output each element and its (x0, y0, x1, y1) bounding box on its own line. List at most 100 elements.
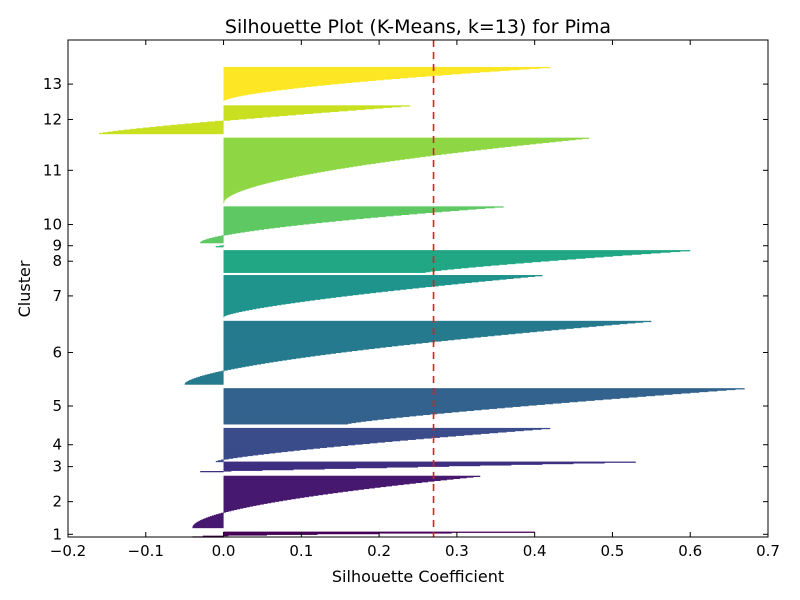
silhouette-bar (223, 275, 543, 277)
silhouette-bar (223, 157, 410, 160)
silhouette-bar (223, 349, 364, 351)
silhouette-bar (223, 81, 361, 83)
cluster-6-silhouette (184, 320, 652, 385)
x-tick-label: 0.1 (289, 542, 313, 560)
silhouette-bar (223, 404, 537, 406)
silhouette-bar (223, 193, 234, 195)
silhouette-bar (136, 128, 224, 130)
silhouette-bar (223, 160, 390, 162)
silhouette-bar (223, 146, 505, 148)
silhouette-bar (223, 436, 440, 438)
silhouette-bar (215, 460, 224, 463)
silhouette-bar (184, 383, 224, 385)
silhouette-bar (223, 283, 452, 286)
x-tick-label: 0.2 (367, 542, 391, 560)
y-tick-label: 7 (52, 287, 62, 305)
silhouette-bar (223, 90, 272, 92)
silhouette-bar (223, 388, 745, 390)
silhouette-bar (223, 77, 409, 79)
silhouette-bar (223, 295, 342, 298)
silhouette-bar (223, 89, 282, 91)
silhouette-bar (223, 301, 296, 304)
silhouette-bar (223, 199, 225, 201)
silhouette-bar (223, 114, 296, 116)
silhouette-bar (223, 218, 357, 220)
silhouette-bar (209, 373, 224, 375)
silhouette-bar (223, 297, 331, 299)
silhouette-bar (223, 497, 301, 499)
silhouette-bar (223, 281, 479, 283)
cluster-13-silhouette (223, 66, 551, 102)
silhouette-bar (223, 339, 448, 341)
silhouette-bar (223, 351, 347, 353)
silhouette-bar (223, 315, 225, 317)
silhouette-bar (223, 267, 462, 269)
silhouette-bar (223, 333, 509, 335)
silhouette-bar (223, 223, 310, 225)
silhouette-bar (223, 166, 350, 168)
silhouette-bar (223, 172, 314, 174)
silhouette-bar (190, 379, 224, 381)
silhouette-bar (207, 516, 224, 519)
silhouette-bar (223, 300, 305, 302)
silhouette-bar (223, 398, 612, 400)
silhouette-bar (223, 347, 375, 350)
silhouette-bar (223, 413, 431, 416)
silhouette-bar (223, 450, 294, 452)
silhouette-bar (223, 200, 225, 202)
silhouette-bar (223, 405, 529, 407)
silhouette-bar (223, 178, 284, 180)
silhouette-bar (223, 330, 545, 332)
silhouette-bar (223, 143, 530, 145)
silhouette-bar (223, 106, 393, 108)
silhouette-bar (193, 524, 224, 527)
silhouette-bar (223, 446, 334, 448)
chart-title: Silhouette Plot (K-Means, k=13) for Pima (225, 16, 611, 38)
silhouette-bar (223, 326, 582, 329)
silhouette-bar (223, 312, 236, 314)
silhouette-bar (223, 138, 583, 140)
silhouette-bar (223, 225, 286, 228)
silhouette-bar (223, 244, 225, 246)
silhouette-bar (223, 361, 274, 363)
silhouette-bar (223, 266, 469, 269)
silhouette-bar (223, 192, 235, 195)
silhouette-bar (223, 463, 543, 465)
silhouette-bar (184, 123, 224, 125)
silhouette-bar (223, 440, 393, 442)
silhouette-bar (223, 110, 339, 112)
silhouette-bar (223, 159, 395, 162)
silhouette-bar (223, 140, 563, 142)
silhouette-bar (212, 372, 224, 374)
silhouette-bar (223, 391, 700, 393)
silhouette-bar (223, 417, 397, 419)
silhouette-bar (223, 182, 269, 184)
silhouette-bar (223, 190, 242, 192)
silhouette-bar (223, 488, 364, 490)
silhouette-bar (223, 151, 464, 153)
silhouette-bar (223, 111, 331, 113)
x-tick-label: 0.6 (678, 542, 702, 560)
cluster-11-silhouette (223, 137, 590, 204)
silhouette-bar (223, 456, 243, 458)
silhouette-bar (223, 367, 239, 369)
silhouette-bar (185, 382, 224, 384)
silhouette-bar (223, 75, 435, 77)
silhouette-bar (201, 240, 224, 242)
silhouette-bar (223, 428, 542, 430)
silhouette-bar (223, 189, 244, 191)
silhouette-bar (156, 126, 224, 128)
silhouette-bar (223, 411, 452, 414)
silhouette-bar (223, 427, 551, 430)
silhouette-bar (223, 151, 458, 154)
silhouette-bar (223, 78, 392, 80)
cluster-12-silhouette (99, 105, 411, 135)
silhouette-bar (221, 235, 224, 237)
silhouette-bar (223, 170, 325, 172)
silhouette-bar (192, 525, 224, 527)
silhouette-bar (223, 147, 499, 149)
silhouette-bar (223, 511, 226, 513)
silhouette-bar (223, 392, 682, 395)
silhouette-bar (223, 188, 246, 191)
